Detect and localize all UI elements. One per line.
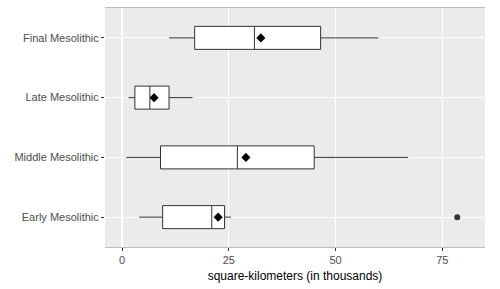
svg-text:0: 0: [119, 254, 125, 266]
svg-text:square-kilometers (in thousand: square-kilometers (in thousands): [208, 269, 383, 283]
svg-text:Late Mesolithic: Late Mesolithic: [25, 91, 99, 103]
svg-text:25: 25: [223, 254, 235, 266]
svg-text:75: 75: [436, 254, 448, 266]
svg-text:Final Mesolithic: Final Mesolithic: [23, 32, 99, 44]
svg-text:Middle Mesolithic: Middle Mesolithic: [14, 151, 99, 163]
svg-text:Early Mesolithic: Early Mesolithic: [22, 211, 100, 223]
svg-text:50: 50: [329, 254, 341, 266]
